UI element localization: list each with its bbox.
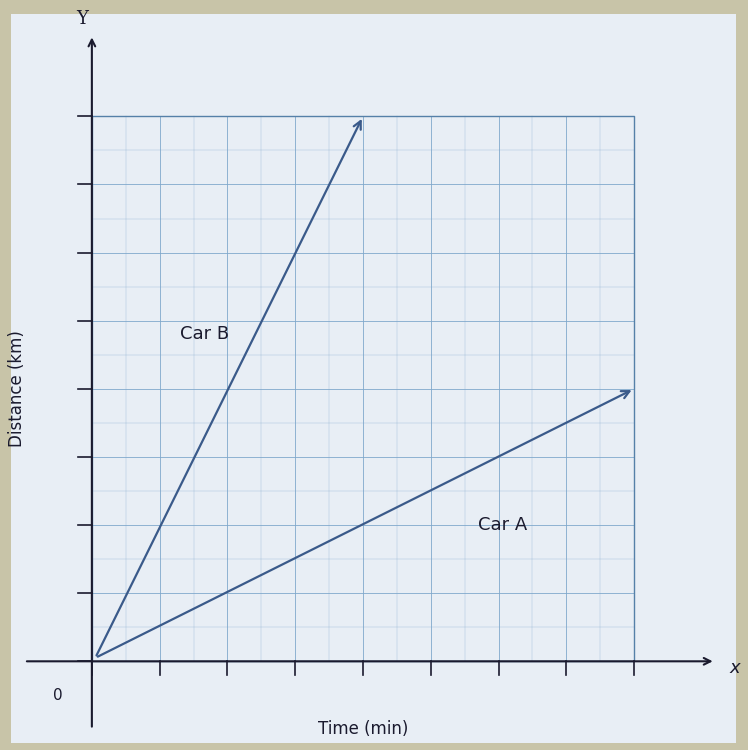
Text: Time (min): Time (min) bbox=[318, 721, 408, 739]
Text: 0: 0 bbox=[53, 688, 63, 703]
Text: Distance (km): Distance (km) bbox=[8, 331, 26, 447]
Text: Y: Y bbox=[76, 10, 88, 28]
Text: x: x bbox=[729, 659, 740, 677]
Text: Car A: Car A bbox=[478, 516, 527, 534]
Text: Car B: Car B bbox=[180, 326, 229, 344]
